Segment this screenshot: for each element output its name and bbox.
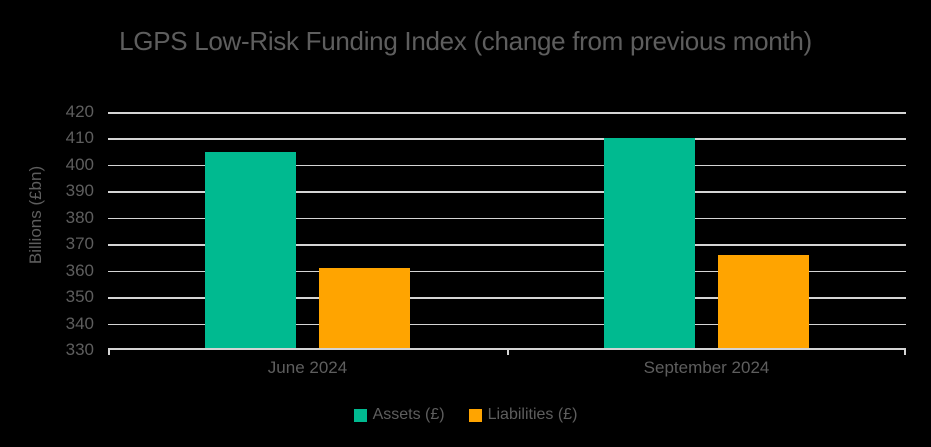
gridline-350 — [108, 297, 906, 299]
gridline-410 — [108, 138, 906, 140]
gridline-420 — [108, 112, 906, 114]
y-tick-label-410: 410 — [65, 128, 94, 148]
x-axis-line — [108, 348, 906, 350]
x-axis-tick — [507, 350, 509, 355]
y-tick-label-340: 340 — [65, 313, 94, 333]
x-axis-tick — [108, 350, 110, 355]
y-tick-label-390: 390 — [65, 181, 94, 201]
legend-label-assets: Assets (£) — [372, 406, 445, 423]
liabilities-swatch-icon — [468, 408, 482, 422]
assets-swatch-icon — [353, 408, 367, 422]
y-tick-label-360: 360 — [65, 260, 94, 280]
bar-liabilities-june-2024 — [319, 268, 410, 350]
gridline-340 — [108, 323, 906, 326]
legend: Assets (£) Liabilities (£) — [0, 406, 931, 424]
legend-label-liabilities: Liabilities (£) — [487, 406, 578, 423]
y-tick-label-400: 400 — [65, 154, 94, 174]
x-axis-tick — [904, 350, 906, 355]
x-category-label-june-2024: June 2024 — [267, 358, 348, 377]
plot-area — [108, 112, 906, 355]
y-tick-label-350: 350 — [65, 287, 94, 307]
bar-assets-september-2024 — [604, 138, 695, 350]
y-tick-label-380: 380 — [65, 207, 94, 227]
y-tick-label-420: 420 — [65, 102, 94, 121]
legend-item-liabilities: Liabilities (£) — [468, 406, 578, 424]
gridline-370 — [108, 244, 906, 246]
gridline-400 — [108, 164, 906, 167]
gridline-360 — [108, 270, 906, 273]
y-tick-label-370: 370 — [65, 234, 94, 254]
chart-title: LGPS Low-Risk Funding Index (change from… — [119, 26, 812, 56]
gridline-380 — [108, 217, 906, 220]
x-category-label-september-2024: September 2024 — [643, 358, 770, 377]
gridline-390 — [108, 191, 906, 193]
legend-item-assets: Assets (£) — [353, 406, 445, 424]
bar-assets-june-2024 — [205, 151, 296, 350]
y-tick-label-330: 330 — [65, 340, 94, 359]
bar-liabilities-september-2024 — [718, 254, 809, 350]
